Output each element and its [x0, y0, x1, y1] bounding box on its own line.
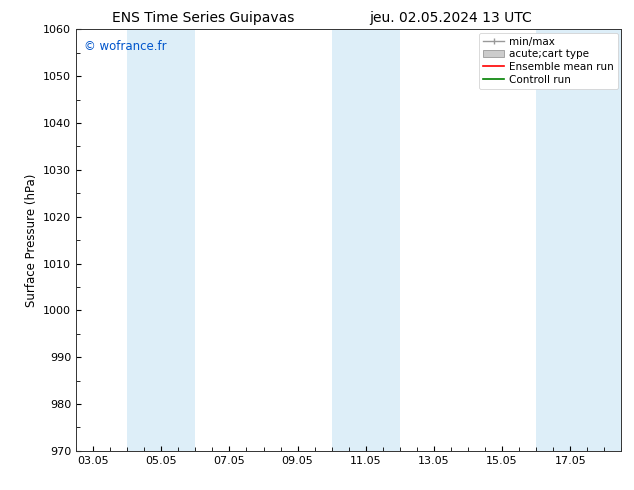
- Text: ENS Time Series Guipavas: ENS Time Series Guipavas: [112, 11, 294, 25]
- Legend: min/max, acute;cart type, Ensemble mean run, Controll run: min/max, acute;cart type, Ensemble mean …: [479, 32, 618, 89]
- Bar: [536, 29, 621, 451]
- Y-axis label: Surface Pressure (hPa): Surface Pressure (hPa): [25, 173, 37, 307]
- Text: jeu. 02.05.2024 13 UTC: jeu. 02.05.2024 13 UTC: [369, 11, 531, 25]
- Bar: [332, 29, 400, 451]
- Text: © wofrance.fr: © wofrance.fr: [84, 40, 167, 53]
- Bar: [127, 29, 195, 451]
